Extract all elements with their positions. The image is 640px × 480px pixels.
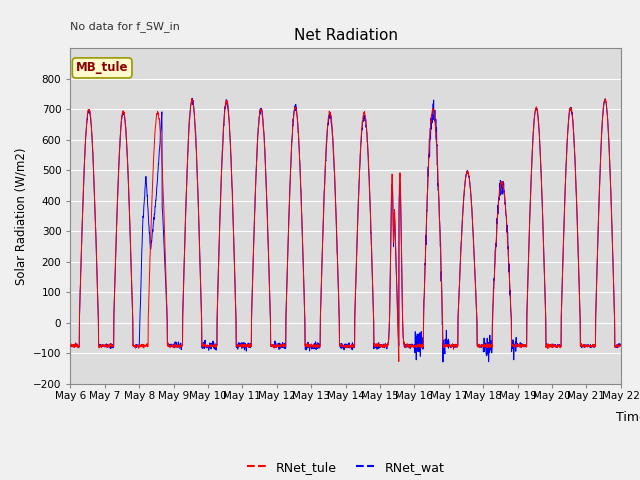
Y-axis label: Solar Radiation (W/m2): Solar Radiation (W/m2)	[15, 147, 28, 285]
Legend: RNet_tule, RNet_wat: RNet_tule, RNet_wat	[242, 456, 449, 479]
X-axis label: Time: Time	[616, 411, 640, 424]
Text: No data for f_SW_in: No data for f_SW_in	[70, 21, 180, 32]
Text: MB_tule: MB_tule	[76, 61, 129, 74]
Title: Net Radiation: Net Radiation	[294, 28, 397, 43]
